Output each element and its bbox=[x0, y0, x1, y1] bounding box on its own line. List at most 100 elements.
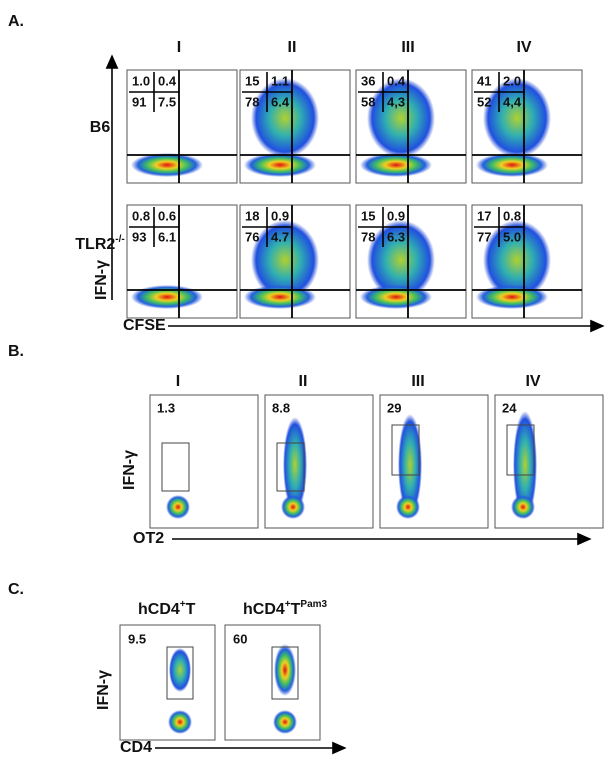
density bbox=[274, 644, 296, 696]
density bbox=[511, 495, 535, 519]
density bbox=[169, 648, 191, 692]
quadrant-value: 0.4 bbox=[158, 73, 177, 88]
gate bbox=[506, 424, 535, 476]
quadrant-value: 1.0 bbox=[132, 73, 150, 88]
quadrant-value: 0.6 bbox=[158, 208, 176, 223]
sample-header: hCD4+T bbox=[138, 599, 196, 619]
quadrant-value: 36 bbox=[361, 73, 375, 88]
density bbox=[283, 417, 307, 513]
density bbox=[360, 285, 432, 309]
row-label: B6 bbox=[90, 119, 111, 136]
quadrant-value: 78 bbox=[245, 94, 259, 109]
quadrant-value: 58 bbox=[361, 94, 375, 109]
quadrant-value: 0.9 bbox=[271, 208, 289, 223]
column-header: III bbox=[401, 39, 414, 56]
x-axis-label: CFSE bbox=[123, 317, 166, 334]
quadrant-value: 76 bbox=[245, 229, 259, 244]
quadrant-value: 0.4 bbox=[387, 73, 406, 88]
quadrant-value: 6.3 bbox=[387, 229, 405, 244]
column-header: III bbox=[411, 373, 424, 390]
quadrant-value: 52 bbox=[477, 94, 491, 109]
x-axis-label: OT2 bbox=[133, 530, 164, 547]
density bbox=[476, 285, 548, 309]
density bbox=[367, 78, 435, 158]
sample-suffix: T bbox=[186, 601, 196, 618]
quadrant-value: 41 bbox=[477, 73, 491, 88]
column-header: I bbox=[177, 39, 181, 56]
density bbox=[244, 285, 316, 309]
gate bbox=[161, 442, 190, 492]
gate-value: 1.3 bbox=[157, 400, 175, 415]
density bbox=[483, 78, 551, 158]
row-label: TLR2-/- bbox=[75, 234, 124, 254]
density bbox=[131, 153, 203, 177]
panel-label: A. bbox=[8, 13, 24, 30]
density bbox=[360, 153, 432, 177]
density bbox=[513, 411, 537, 519]
sample-name: hCD4 bbox=[243, 601, 285, 618]
quadrant-value: 78 bbox=[361, 229, 375, 244]
density bbox=[131, 285, 203, 309]
quadrant-value: 6.1 bbox=[158, 229, 176, 244]
sample-name: hCD4 bbox=[138, 601, 180, 618]
quadrant-value: 18 bbox=[245, 208, 259, 223]
density bbox=[367, 220, 435, 300]
y-axis-label: IFN-γ bbox=[95, 670, 112, 710]
panel-label: B. bbox=[8, 343, 24, 360]
sample-suffix-sup: Pam3 bbox=[300, 599, 327, 610]
quadrant-value: 4,4 bbox=[503, 94, 522, 109]
row-sup: -/- bbox=[115, 234, 124, 245]
gate-value: 60 bbox=[233, 631, 247, 646]
column-header: I bbox=[176, 373, 180, 390]
x-axis-label: CD4 bbox=[120, 739, 152, 756]
gate-value: 9.5 bbox=[128, 631, 146, 646]
quadrant-value: 17 bbox=[477, 208, 491, 223]
sample-sup: + bbox=[285, 599, 291, 610]
gate bbox=[271, 646, 299, 700]
density bbox=[168, 710, 192, 734]
quadrant-value: 0.8 bbox=[503, 208, 521, 223]
quadrant-value: 1.1 bbox=[271, 73, 289, 88]
quadrant-value: 77 bbox=[477, 229, 491, 244]
quadrant-value: 15 bbox=[245, 73, 259, 88]
gate-value: 8.8 bbox=[272, 400, 290, 415]
density bbox=[398, 414, 422, 516]
gate bbox=[391, 424, 420, 476]
quadrant-value: 4.7 bbox=[271, 229, 289, 244]
density bbox=[251, 78, 319, 158]
row-name: TLR2 bbox=[75, 236, 115, 253]
quadrant-value: 7.5 bbox=[158, 94, 176, 109]
density bbox=[251, 220, 319, 300]
quadrant-value: 2.0 bbox=[503, 73, 521, 88]
density bbox=[281, 495, 305, 519]
quadrant-value: 6.4 bbox=[271, 94, 290, 109]
panel-label: C. bbox=[8, 581, 24, 598]
y-axis-label: IFN-γ bbox=[121, 450, 138, 490]
quadrant-value: 4,3 bbox=[387, 94, 405, 109]
gate bbox=[276, 442, 305, 492]
density bbox=[166, 495, 190, 519]
column-header: IV bbox=[516, 39, 531, 56]
density bbox=[396, 495, 420, 519]
column-header: IV bbox=[525, 373, 540, 390]
quadrant-value: 0.9 bbox=[387, 208, 405, 223]
sample-header: hCD4+TPam3 bbox=[243, 599, 328, 619]
gate-value: 29 bbox=[387, 400, 401, 415]
column-header: II bbox=[299, 373, 308, 390]
quadrant-value: 0.8 bbox=[132, 208, 150, 223]
gate bbox=[166, 646, 194, 700]
density bbox=[244, 153, 316, 177]
quadrant-value: 5.0 bbox=[503, 229, 521, 244]
y-axis-label: IFN-γ bbox=[93, 260, 110, 300]
sample-sup: + bbox=[180, 599, 186, 610]
column-header: II bbox=[288, 39, 297, 56]
quadrant-value: 91 bbox=[132, 94, 146, 109]
quadrant-value: 93 bbox=[132, 229, 146, 244]
row-name: B6 bbox=[90, 119, 111, 136]
gate-value: 24 bbox=[502, 400, 517, 415]
density bbox=[476, 153, 548, 177]
density bbox=[273, 710, 297, 734]
sample-suffix: T bbox=[291, 601, 301, 618]
density bbox=[483, 220, 551, 300]
